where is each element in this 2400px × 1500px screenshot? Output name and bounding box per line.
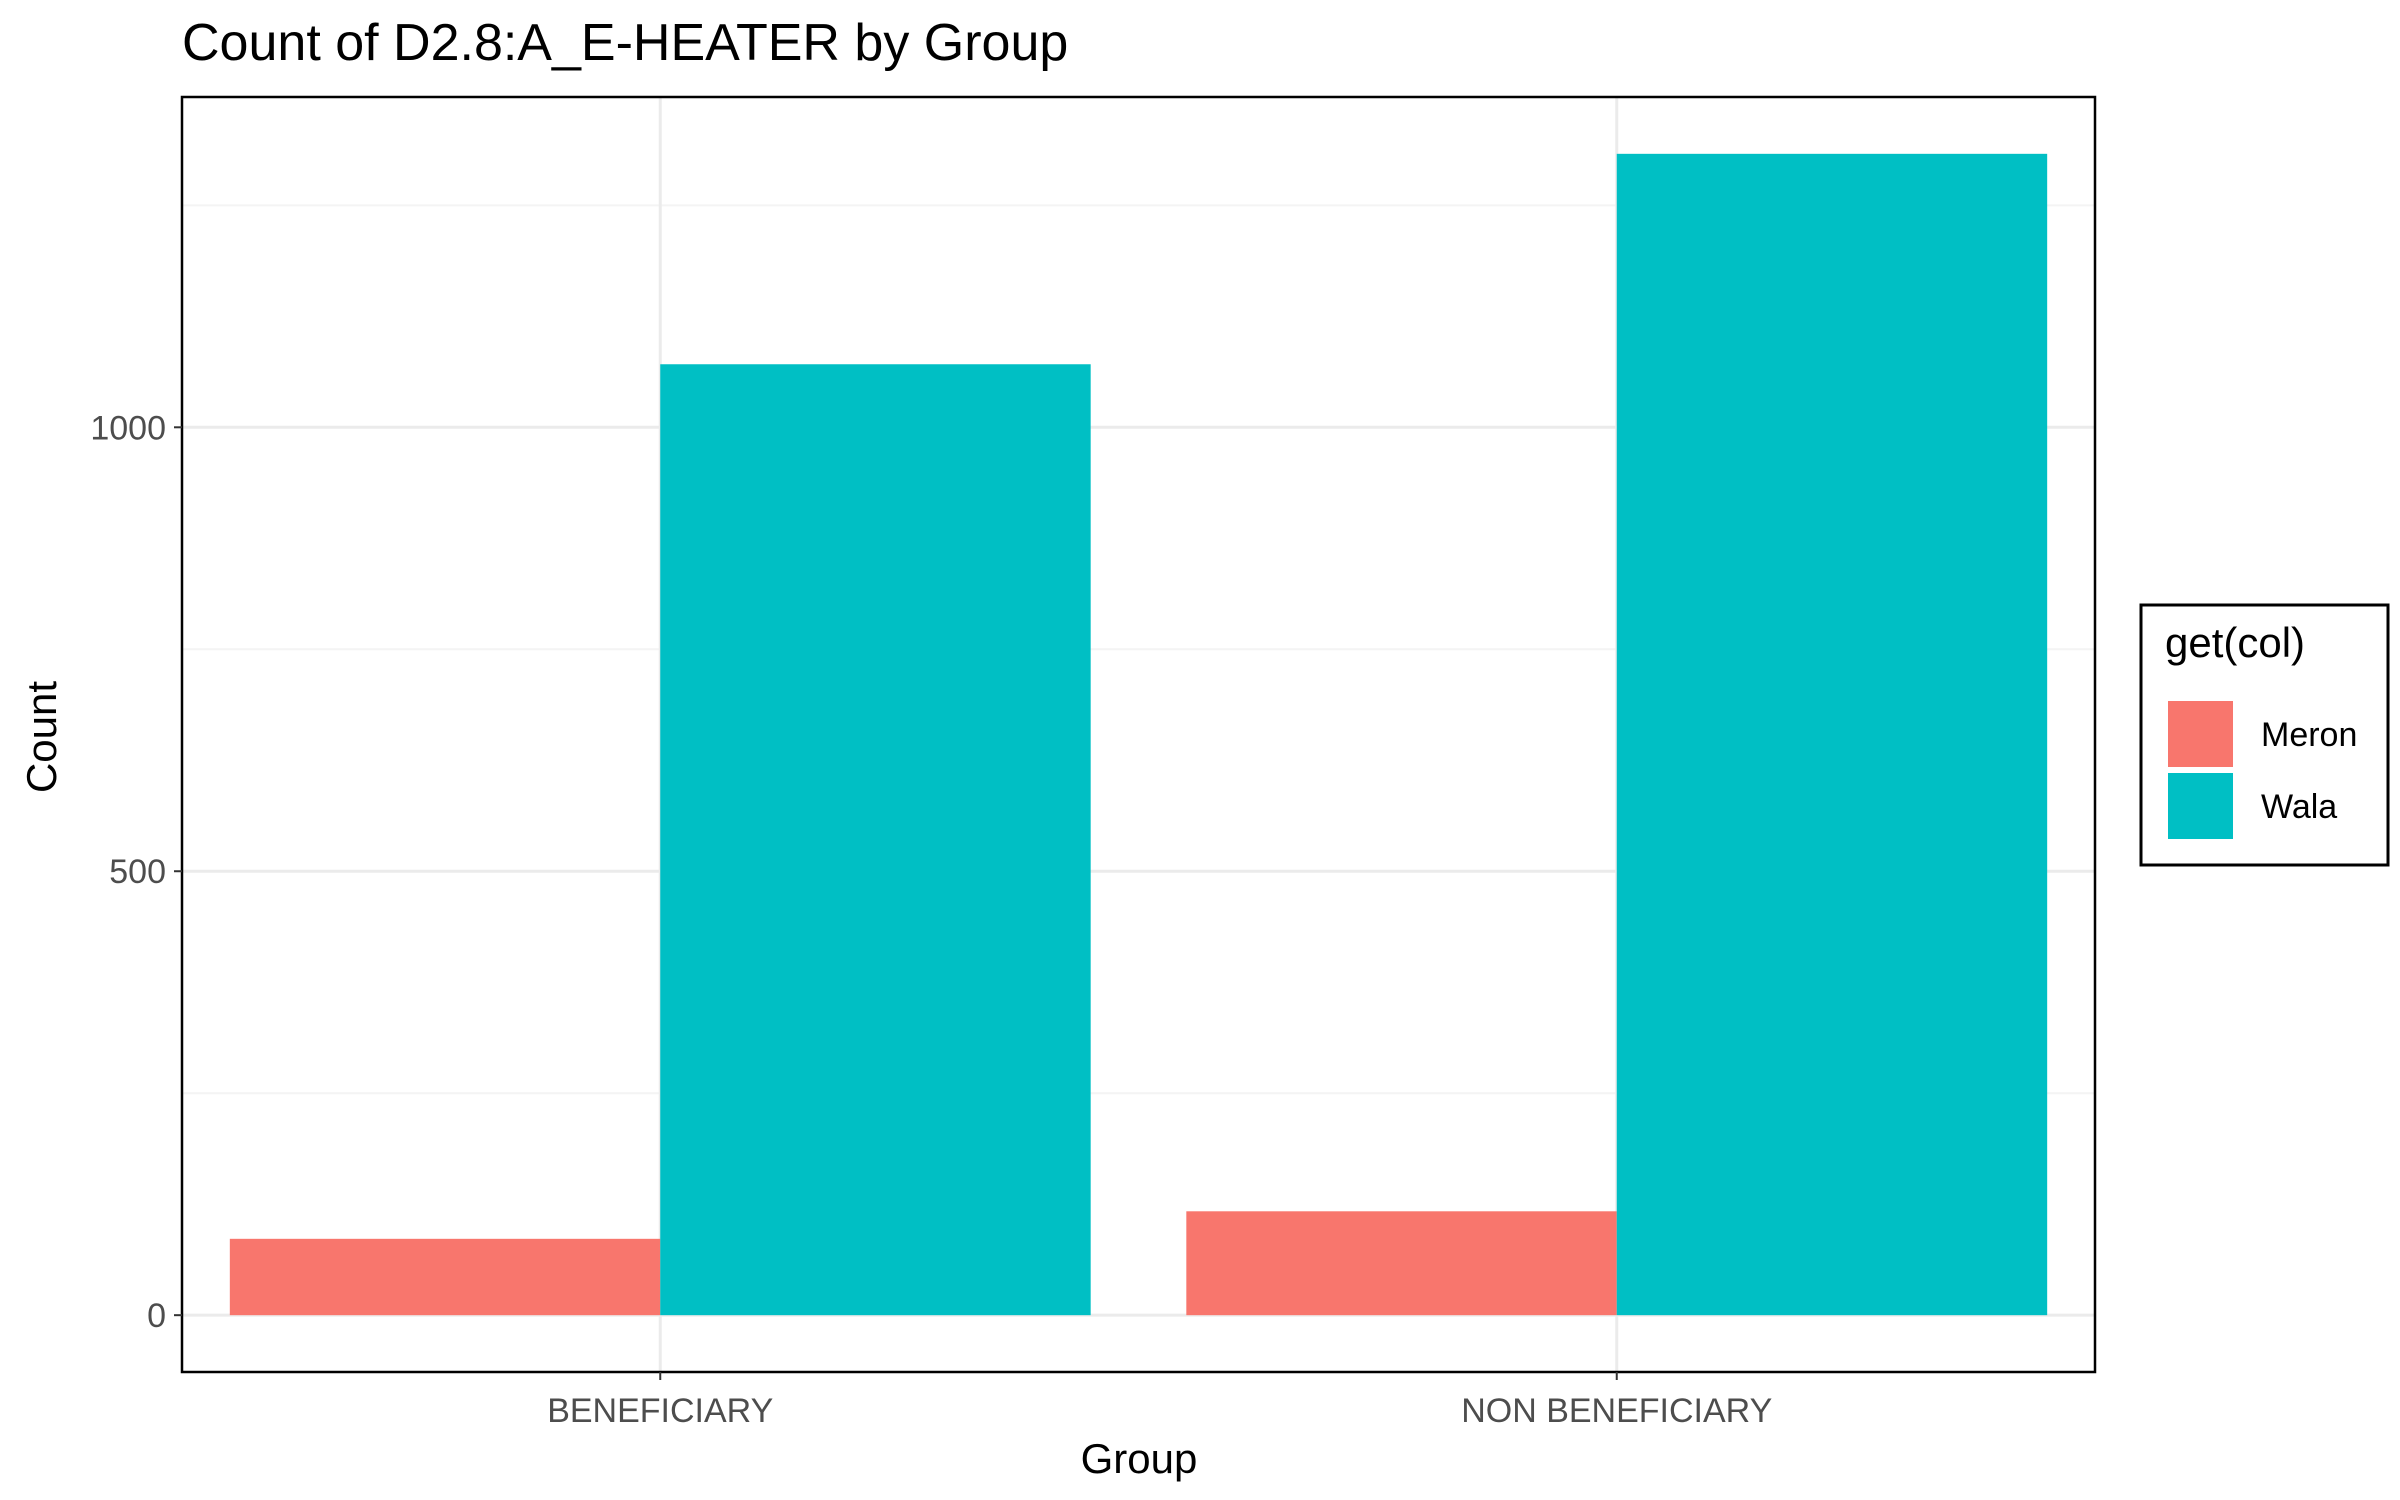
x-tick-label: BENEFICIARY [547, 1392, 773, 1430]
y-tick-label: 0 [147, 1297, 166, 1335]
legend: get(col) Meron Wala [2139, 603, 2390, 867]
x-axis-title: Group [1081, 1435, 1198, 1482]
bar [229, 1238, 661, 1316]
y-axis-title: Count [18, 681, 65, 793]
legend-label-wala: Wala [2261, 788, 2337, 826]
bar [1186, 1211, 1617, 1316]
plot-panel: 0 500 1000 [90, 95, 2097, 1380]
x-tick-label: NON BENEFICIARY [1461, 1392, 1772, 1430]
legend-title: get(col) [2165, 619, 2305, 666]
legend-key-meron [2168, 701, 2233, 767]
bar [660, 364, 1091, 1316]
y-tick-label: 500 [109, 853, 166, 891]
y-tick-label: 1000 [90, 409, 166, 447]
legend-label-meron: Meron [2261, 716, 2357, 754]
bar [1616, 153, 2048, 1316]
legend-key-wala [2168, 773, 2233, 839]
chart-title: Count of D2.8:A_E-HEATER by Group [182, 14, 1068, 72]
plot-border [180, 95, 2097, 1374]
